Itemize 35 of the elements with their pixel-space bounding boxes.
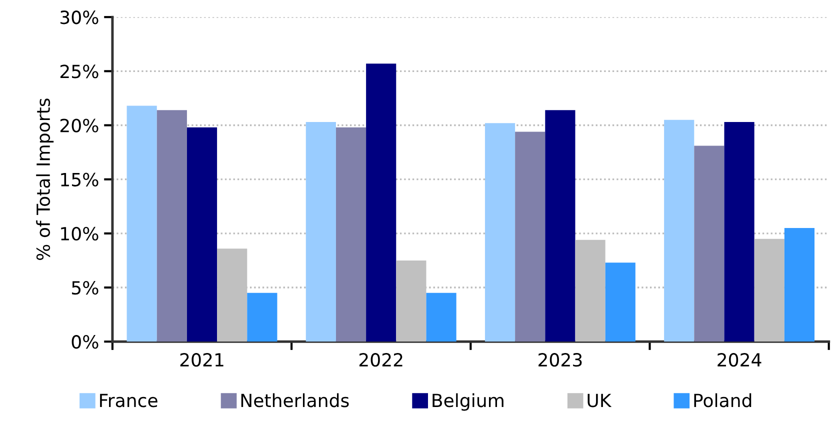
bar	[336, 127, 366, 342]
legend-label: Poland	[694, 393, 752, 408]
x-tick-label: 2022	[359, 353, 402, 367]
x-tick-label: 2021	[180, 353, 224, 367]
bar	[545, 110, 576, 342]
y-tick-label: 0%	[72, 335, 98, 349]
bar	[664, 120, 694, 342]
bar	[186, 127, 218, 342]
bar	[754, 238, 784, 342]
bar	[366, 64, 396, 342]
bar	[515, 132, 546, 342]
y-tick-label: 10%	[61, 226, 98, 241]
legend-label: UK	[588, 394, 612, 408]
bar	[784, 228, 815, 342]
bar	[575, 240, 606, 342]
bar	[694, 146, 724, 342]
legend-label: Belgium	[432, 393, 504, 411]
bar	[605, 262, 636, 342]
bar	[247, 292, 278, 342]
y-tick-label: 30%	[60, 10, 98, 24]
y-tick-label: 20%	[60, 118, 98, 132]
bar	[306, 122, 336, 342]
y-tick-label: 25%	[60, 64, 98, 78]
bar	[156, 110, 187, 342]
legend-label: Netherlands	[241, 393, 349, 408]
bar	[724, 122, 754, 342]
legend-label: France	[100, 394, 158, 408]
bar	[426, 292, 456, 342]
bar	[126, 106, 157, 342]
y-axis-title: % of Total Imports	[36, 98, 54, 260]
bar	[484, 123, 516, 342]
y-tick-label: 5%	[72, 280, 98, 295]
x-tick-label: 2023	[538, 353, 582, 367]
y-tick-label: 15%	[61, 172, 98, 186]
x-tick-label: 2024	[718, 353, 762, 367]
